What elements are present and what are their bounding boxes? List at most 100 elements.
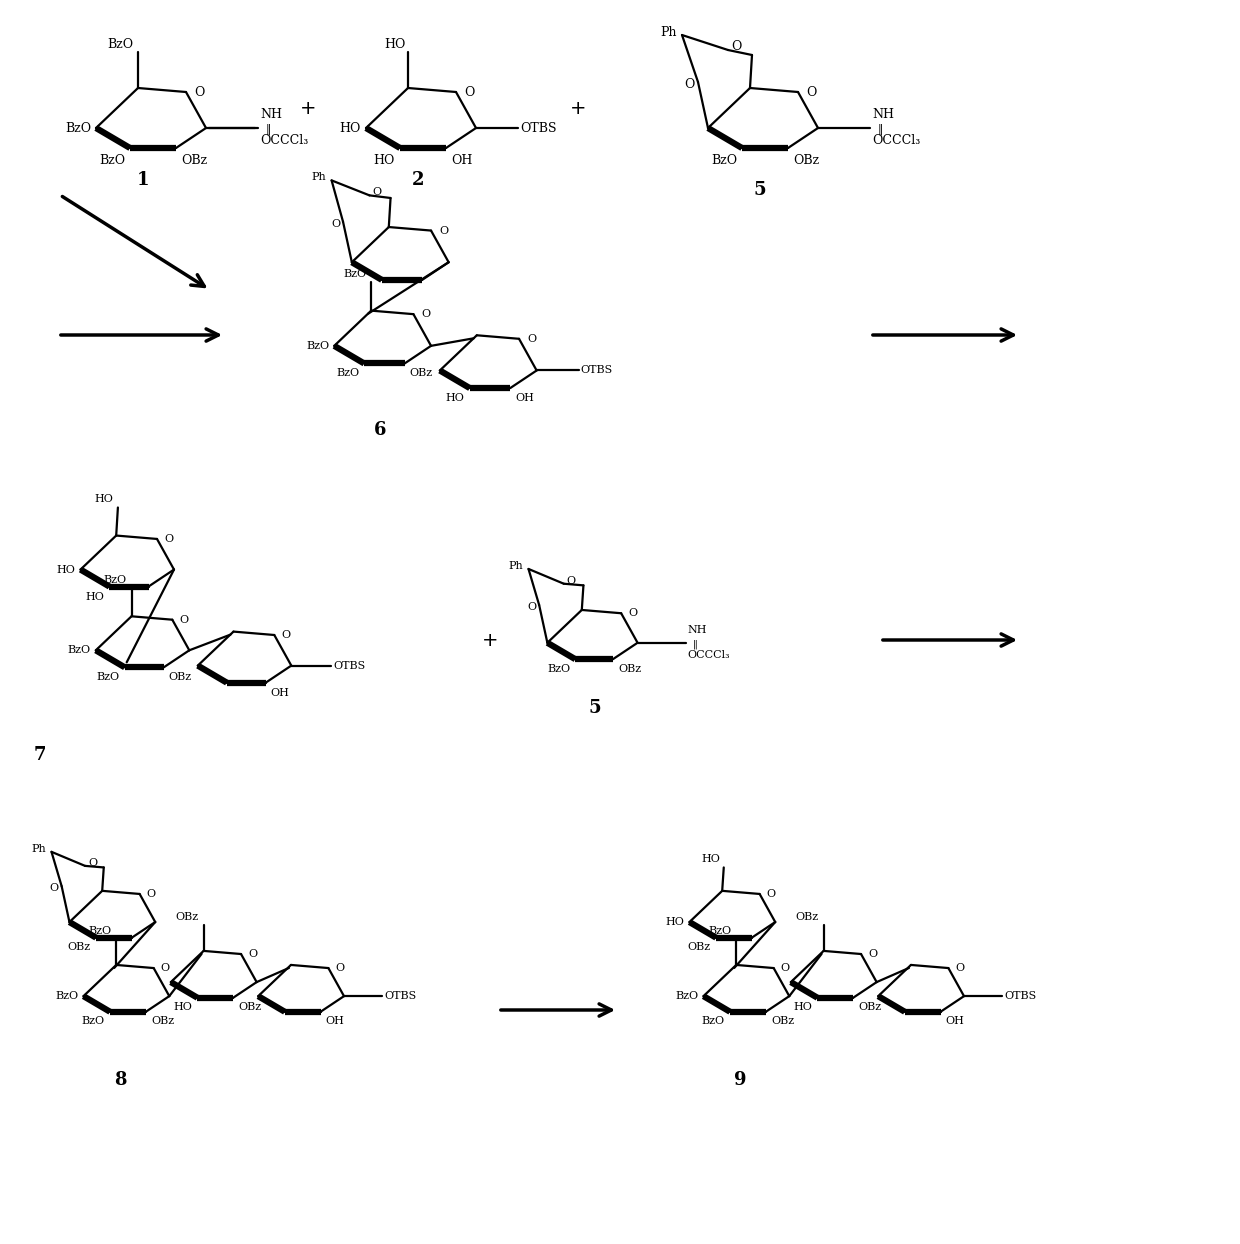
Text: Ph: Ph xyxy=(661,25,677,39)
Text: OTBS: OTBS xyxy=(1004,991,1037,1001)
Text: O: O xyxy=(527,602,536,612)
Text: OTBS: OTBS xyxy=(334,661,366,671)
Text: OH: OH xyxy=(946,1016,965,1026)
Text: OBz: OBz xyxy=(68,942,91,952)
Text: O: O xyxy=(868,949,877,959)
Text: OTBS: OTBS xyxy=(520,122,557,134)
Text: BzO: BzO xyxy=(88,927,112,937)
Text: BzO: BzO xyxy=(711,153,737,167)
Text: 6: 6 xyxy=(373,420,386,439)
Text: HO: HO xyxy=(446,393,465,403)
Text: BzO: BzO xyxy=(56,991,78,1001)
Text: 5: 5 xyxy=(589,699,601,717)
Text: OBz: OBz xyxy=(771,1016,794,1026)
Text: O: O xyxy=(88,858,97,868)
Text: +: + xyxy=(300,98,316,117)
Text: BzO: BzO xyxy=(708,927,732,937)
Text: 7: 7 xyxy=(33,746,46,764)
Text: O: O xyxy=(629,608,637,618)
Text: OBz: OBz xyxy=(169,672,192,682)
Text: HO: HO xyxy=(384,37,405,51)
Text: OTBS: OTBS xyxy=(580,366,613,376)
Text: HO: HO xyxy=(57,565,76,575)
Text: +: + xyxy=(569,98,587,117)
Text: ‖: ‖ xyxy=(693,639,697,648)
Text: O: O xyxy=(806,86,816,98)
Text: O: O xyxy=(335,963,345,973)
Text: BzO: BzO xyxy=(99,153,125,167)
Text: BzO: BzO xyxy=(343,269,366,279)
Text: O: O xyxy=(164,534,174,544)
Text: OH: OH xyxy=(516,393,534,403)
Text: Ph: Ph xyxy=(311,173,326,183)
Text: O: O xyxy=(248,949,257,959)
Text: OBz: OBz xyxy=(794,153,820,167)
Text: O: O xyxy=(422,310,430,320)
Text: NH: NH xyxy=(260,107,281,121)
Text: OBz: OBz xyxy=(688,942,711,952)
Text: Ph: Ph xyxy=(508,561,523,571)
Text: O: O xyxy=(161,963,170,973)
Text: O: O xyxy=(781,963,790,973)
Text: OH: OH xyxy=(326,1016,345,1026)
Text: O: O xyxy=(684,77,694,91)
Text: OCCCl₃: OCCCl₃ xyxy=(260,134,309,148)
Text: HO: HO xyxy=(340,122,361,134)
Text: BzO: BzO xyxy=(68,646,91,656)
Text: O: O xyxy=(372,188,382,198)
Text: 1: 1 xyxy=(136,170,149,189)
Text: OBz: OBz xyxy=(238,1001,262,1011)
Text: BzO: BzO xyxy=(306,341,330,351)
Text: Ph: Ph xyxy=(32,843,47,853)
Text: OBz: OBz xyxy=(181,153,207,167)
Text: O: O xyxy=(567,576,575,586)
Text: ‖: ‖ xyxy=(878,123,883,134)
Text: O: O xyxy=(331,219,340,229)
Text: BzO: BzO xyxy=(64,122,91,134)
Text: BzO: BzO xyxy=(702,1016,725,1026)
Text: HO: HO xyxy=(174,1001,192,1011)
Text: O: O xyxy=(955,963,965,973)
Text: BzO: BzO xyxy=(82,1016,105,1026)
Text: OCCCl₃: OCCCl₃ xyxy=(872,134,920,148)
Text: 2: 2 xyxy=(412,170,424,189)
Text: OH: OH xyxy=(270,688,290,698)
Text: +: + xyxy=(482,631,498,649)
Text: OBz: OBz xyxy=(409,368,433,378)
Text: NH: NH xyxy=(872,107,894,121)
Text: HO: HO xyxy=(373,153,396,167)
Text: O: O xyxy=(180,615,188,624)
Text: BzO: BzO xyxy=(676,991,698,1001)
Text: O: O xyxy=(50,883,58,893)
Text: O: O xyxy=(464,86,475,98)
Text: HO: HO xyxy=(702,855,720,865)
Text: 5: 5 xyxy=(754,180,766,199)
Text: OBz: OBz xyxy=(618,664,641,674)
Text: HO: HO xyxy=(666,917,684,927)
Text: NH: NH xyxy=(687,624,707,634)
Text: 9: 9 xyxy=(734,1071,746,1088)
Text: BzO: BzO xyxy=(107,37,133,51)
Text: OBz: OBz xyxy=(796,912,818,922)
Text: O: O xyxy=(732,41,742,53)
Text: O: O xyxy=(146,889,156,899)
Text: O: O xyxy=(527,333,536,343)
Text: HO: HO xyxy=(794,1001,812,1011)
Text: OTBS: OTBS xyxy=(384,991,417,1001)
Text: O: O xyxy=(766,889,776,899)
Text: O: O xyxy=(193,86,205,98)
Text: BzO: BzO xyxy=(336,368,360,378)
Text: HO: HO xyxy=(94,495,113,505)
Text: OH: OH xyxy=(451,153,472,167)
Text: BzO: BzO xyxy=(97,672,120,682)
Text: O: O xyxy=(439,225,448,235)
Text: BzO: BzO xyxy=(103,575,126,585)
Text: ‖: ‖ xyxy=(267,123,272,134)
Text: O: O xyxy=(281,629,290,639)
Text: OBz: OBz xyxy=(151,1016,174,1026)
Text: BzO: BzO xyxy=(547,664,570,674)
Text: 8: 8 xyxy=(114,1071,126,1088)
Text: OBz: OBz xyxy=(858,1001,882,1011)
Text: OCCCl₃: OCCCl₃ xyxy=(687,649,730,659)
Text: OBz: OBz xyxy=(176,912,198,922)
